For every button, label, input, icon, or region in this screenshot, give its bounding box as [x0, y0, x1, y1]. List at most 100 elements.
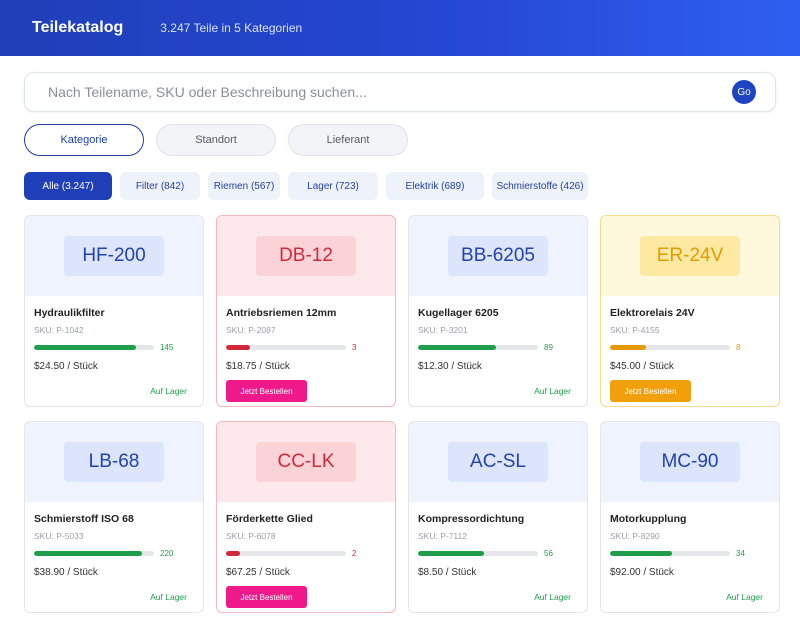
stock-quantity: 89 [544, 343, 553, 352]
part-price: $24.50 / Stück [34, 361, 98, 372]
stock-bar-fill [226, 551, 241, 556]
part-code: MC-90 [640, 442, 740, 482]
order-now-button[interactable]: Jetzt Bestellen [226, 380, 307, 402]
part-card-bb-6205[interactable]: BB-6205 Kugellager 6205 SKU: P-3201 89 $… [408, 215, 588, 407]
part-price: $92.00 / Stück [610, 567, 674, 578]
part-code-area: CC-LK [217, 422, 395, 502]
search-input[interactable] [48, 73, 708, 111]
stock-indicator: 34 [610, 549, 770, 558]
part-card-hf-200[interactable]: HF-200 Hydraulikfilter SKU: P-1042 145 $… [24, 215, 204, 407]
chip-filter[interactable]: Filter (842) [120, 172, 200, 200]
chip-elektrik[interactable]: Elektrik (689) [386, 172, 484, 200]
part-sku: SKU: P-2087 [226, 325, 276, 335]
stock-status: Auf Lager [726, 592, 763, 602]
part-price: $67.25 / Stück [226, 567, 290, 578]
part-code: BB-6205 [448, 236, 548, 276]
stock-quantity: 56 [544, 549, 553, 558]
app-header: Teilekatalog 3.247 Teile in 5 Kategorien [0, 0, 800, 56]
part-info: Schmierstoff ISO 68 SKU: P-5033 220 $38.… [25, 502, 203, 578]
part-code: ER-24V [640, 236, 740, 276]
part-price: $38.90 / Stück [34, 567, 98, 578]
part-name: Förderkette Glied [226, 513, 313, 525]
part-name: Antriebsriemen 12mm [226, 307, 337, 319]
part-code-area: LB-68 [25, 422, 203, 502]
part-price: $18.75 / Stück [226, 361, 290, 372]
stock-indicator: 2 [226, 549, 386, 558]
part-card-mc-90[interactable]: MC-90 Motorkupplung SKU: P-8290 34 $92.0… [600, 421, 780, 613]
stock-bar [34, 551, 154, 556]
part-info: Förderkette Glied SKU: P-6078 2 $67.25 /… [217, 502, 395, 578]
part-info: Kugellager 6205 SKU: P-3201 89 $12.30 / … [409, 296, 587, 372]
part-code: DB-12 [256, 236, 356, 276]
stock-bar [226, 345, 346, 350]
part-info: Antriebsriemen 12mm SKU: P-2087 3 $18.75… [217, 296, 395, 372]
stock-bar-fill [418, 345, 496, 350]
part-card-cc-lk[interactable]: CC-LK Förderkette Glied SKU: P-6078 2 $6… [216, 421, 396, 613]
chip-schmierstoffe[interactable]: Schmierstoffe (426) [492, 172, 588, 200]
part-card-er-24v[interactable]: ER-24V Elektrorelais 24V SKU: P-4155 8 $… [600, 215, 780, 407]
stock-indicator: 56 [418, 549, 578, 558]
part-sku: SKU: P-3201 [418, 325, 468, 335]
part-name: Schmierstoff ISO 68 [34, 513, 134, 525]
chip-lager[interactable]: Lager (723) [288, 172, 378, 200]
part-info: Kompressordichtung SKU: P-7112 56 $8.50 … [409, 502, 587, 578]
part-sku: SKU: P-7112 [418, 531, 467, 541]
stock-bar [418, 345, 538, 350]
part-sku: SKU: P-6078 [226, 531, 276, 541]
app-title: Teilekatalog [32, 19, 124, 36]
stock-bar-fill [610, 345, 646, 350]
search-go-button[interactable]: Go [732, 80, 756, 104]
stock-status: Auf Lager [534, 592, 571, 602]
part-sku: SKU: P-8290 [610, 531, 660, 541]
part-sku: SKU: P-5033 [34, 531, 84, 541]
stock-bar [610, 551, 730, 556]
part-sku: SKU: P-1042 [34, 325, 84, 335]
stock-indicator: 8 [610, 343, 770, 352]
part-card-ac-sl[interactable]: AC-SL Kompressordichtung SKU: P-7112 56 … [408, 421, 588, 613]
part-name: Hydraulikfilter [34, 307, 105, 319]
stock-bar [226, 551, 346, 556]
part-info: Elektrorelais 24V SKU: P-4155 8 $45.00 /… [601, 296, 779, 372]
stock-bar-fill [34, 345, 136, 350]
view-toggle-group: Kategorie Standort Lieferant [24, 124, 408, 156]
category-filter-chips: Alle (3.247) Filter (842) Riemen (567) L… [24, 172, 588, 200]
part-info: Hydraulikfilter SKU: P-1042 145 $24.50 /… [25, 296, 203, 372]
part-code-area: AC-SL [409, 422, 587, 502]
stock-status: Auf Lager [534, 386, 571, 396]
stock-bar-fill [610, 551, 673, 556]
part-price: $45.00 / Stück [610, 361, 674, 372]
stock-indicator: 145 [34, 343, 194, 352]
order-now-button[interactable]: Jetzt Bestellen [226, 586, 307, 608]
stock-quantity: 2 [352, 549, 357, 558]
part-code: AC-SL [448, 442, 548, 482]
part-card-db-12[interactable]: DB-12 Antriebsriemen 12mm SKU: P-2087 3 … [216, 215, 396, 407]
part-code: CC-LK [256, 442, 356, 482]
stock-bar-fill [226, 345, 250, 350]
stock-bar [610, 345, 730, 350]
stock-bar-fill [34, 551, 142, 556]
toggle-lieferant[interactable]: Lieferant [288, 124, 408, 156]
stock-bar-fill [418, 551, 484, 556]
stock-quantity: 34 [736, 549, 745, 558]
part-name: Kompressordichtung [418, 513, 525, 525]
part-card-lb-68[interactable]: LB-68 Schmierstoff ISO 68 SKU: P-5033 22… [24, 421, 204, 613]
part-code: LB-68 [64, 442, 164, 482]
toggle-standort[interactable]: Standort [156, 124, 276, 156]
part-code-area: ER-24V [601, 216, 779, 296]
part-code-area: BB-6205 [409, 216, 587, 296]
part-name: Elektrorelais 24V [610, 307, 695, 319]
part-sku: SKU: P-4155 [610, 325, 660, 335]
stock-status: Auf Lager [150, 386, 187, 396]
toggle-kategorie[interactable]: Kategorie [24, 124, 144, 156]
stock-quantity: 220 [160, 549, 174, 558]
parts-grid: HF-200 Hydraulikfilter SKU: P-1042 145 $… [24, 215, 780, 613]
stock-bar [34, 345, 154, 350]
part-price: $12.30 / Stück [418, 361, 482, 372]
catalog-count: 3.247 Teile in 5 Kategorien [160, 21, 303, 35]
stock-indicator: 220 [34, 549, 194, 558]
order-now-button[interactable]: Jetzt Bestellen [610, 380, 691, 402]
stock-bar [418, 551, 538, 556]
chip-riemen[interactable]: Riemen (567) [208, 172, 280, 200]
stock-quantity: 145 [160, 343, 174, 352]
chip-alle[interactable]: Alle (3.247) [24, 172, 112, 200]
